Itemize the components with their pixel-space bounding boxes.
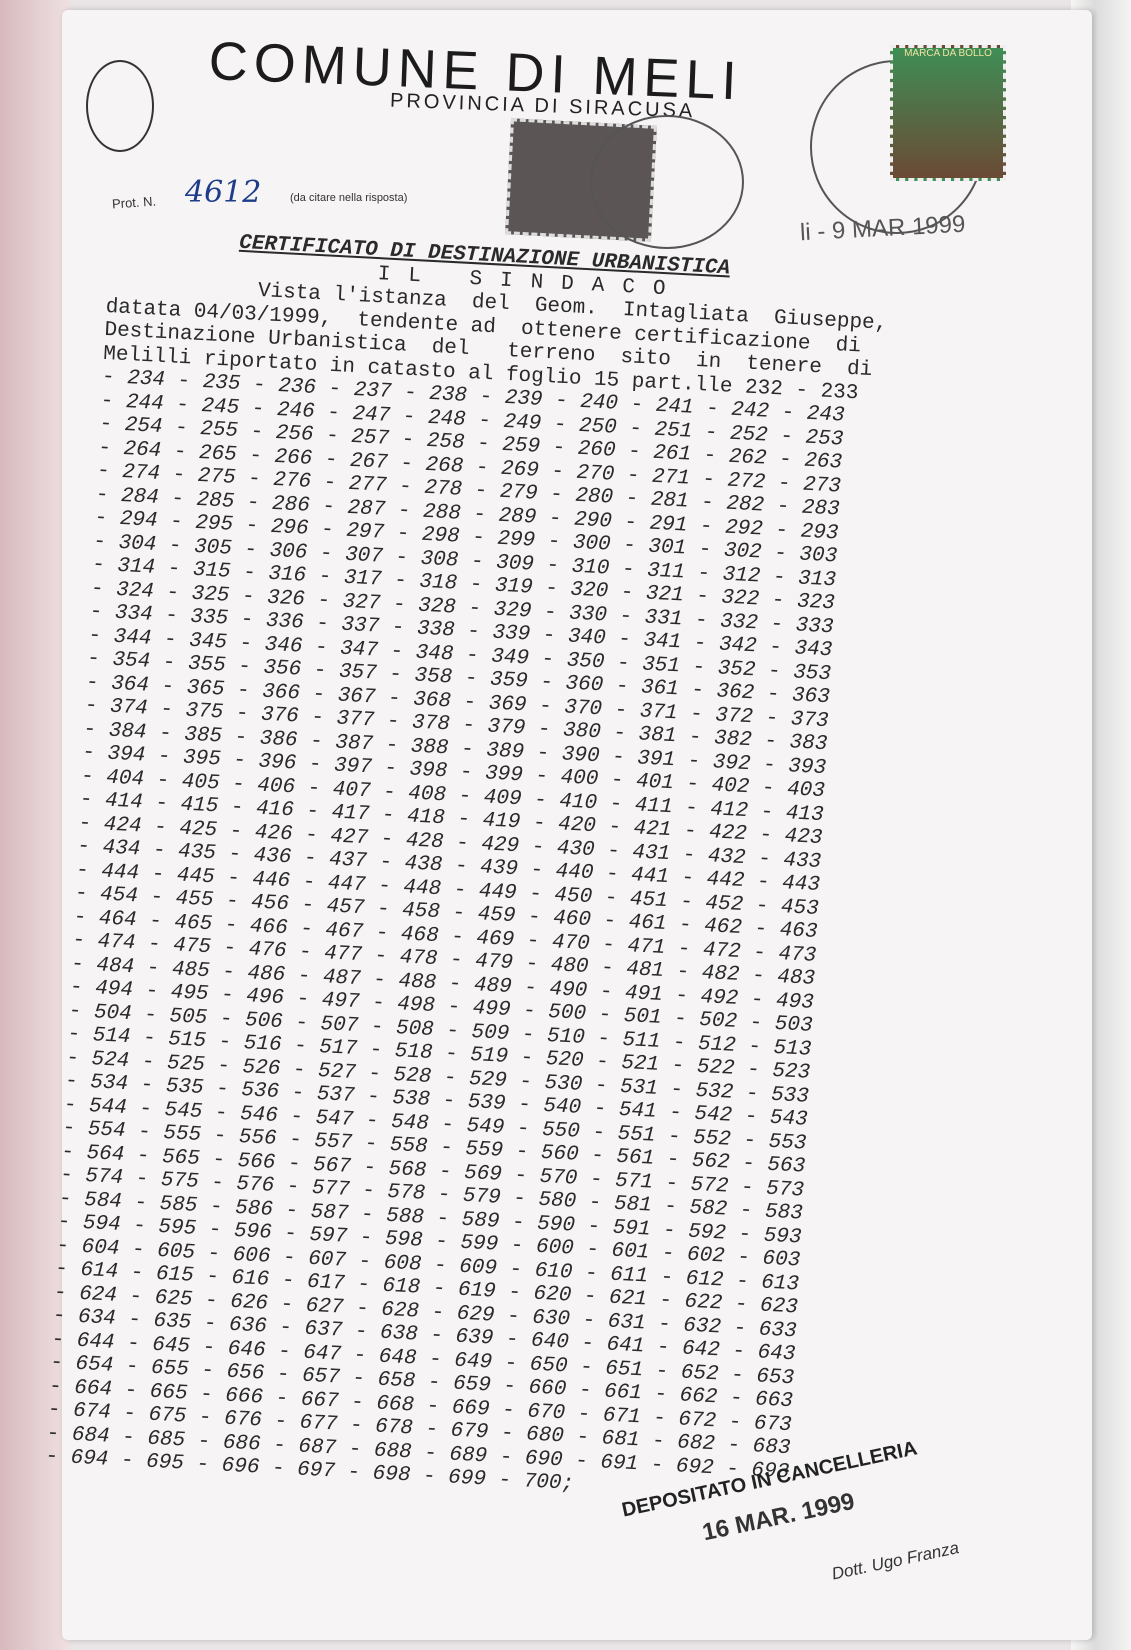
document-body: CERTIFICATO DI DESTINAZIONE URBANISTICA … — [45, 225, 969, 1514]
parcel-list: - 234 - 235 - 236 - 237 - 238 - 239 - 24… — [45, 366, 962, 1514]
binder — [0, 0, 70, 1650]
paper — [62, 10, 1092, 1640]
prot-number: 4612 — [185, 175, 262, 210]
marca-da-bollo: MARCA DA BOLLO — [890, 45, 1006, 181]
postmark — [590, 115, 744, 249]
coat-of-arms — [86, 60, 154, 152]
prot-note: (da citare nella risposta) — [290, 192, 408, 204]
stamp-text: MARCA DA BOLLO — [904, 48, 992, 59]
prot-label: Prot. N. — [111, 193, 157, 212]
